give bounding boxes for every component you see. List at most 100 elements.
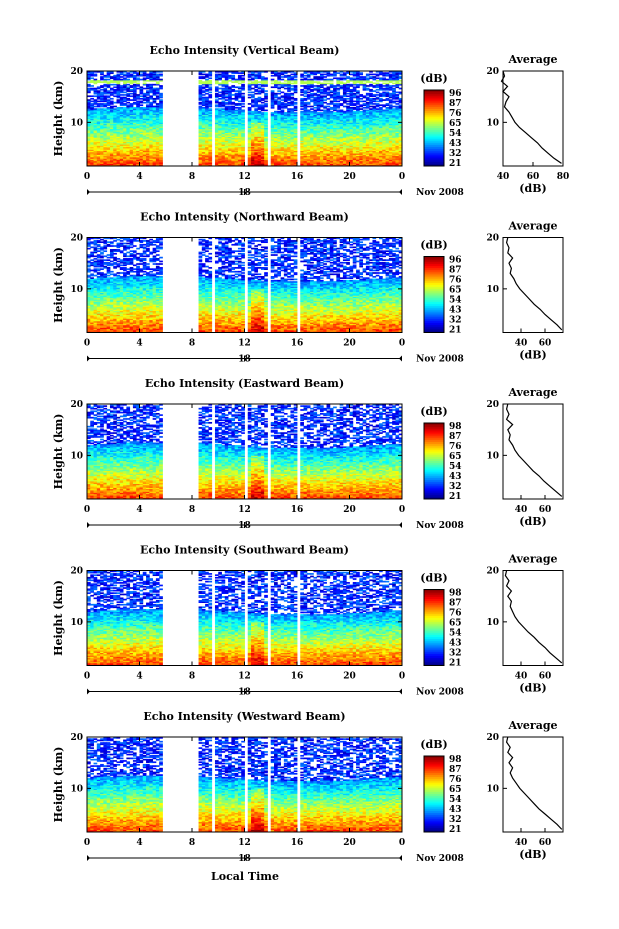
day-axis-arrow	[87, 189, 90, 195]
x-tick-label: 0	[399, 172, 405, 182]
y-axis-label: Height (km)	[52, 747, 65, 823]
panel-title: Echo Intensity (Northward Beam)	[140, 211, 349, 224]
y-tick-label: 20	[70, 67, 83, 77]
average-panel: Average 40 60 10 20 (dB)	[486, 386, 564, 528]
colorbar-tick-label: 87	[449, 266, 462, 276]
average-profile-line	[505, 403, 563, 497]
x-axis-label: Local Time	[211, 870, 279, 883]
average-x-tick-label: 40	[515, 339, 528, 349]
x-tick-label: 0	[399, 838, 405, 848]
average-y-tick-label: 10	[486, 118, 499, 128]
average-x-label: (dB)	[519, 848, 546, 861]
average-frame	[502, 736, 564, 833]
heatmap-cells	[87, 570, 403, 666]
panel-title: Echo Intensity (Eastward Beam)	[145, 377, 344, 390]
y-tick-label: 10	[70, 618, 83, 628]
average-y-tick-label: 10	[486, 451, 499, 461]
average-y-tick-label: 20	[486, 400, 499, 410]
average-title: Average	[507, 220, 557, 233]
colorbar-frame	[423, 755, 445, 833]
colorbar-tick-label: 21	[449, 825, 462, 835]
x-tick-label: 0	[84, 505, 90, 515]
colorbar-tick-label: 65	[449, 286, 462, 296]
average-profile-line	[505, 736, 563, 830]
x-tick-label: 20	[343, 672, 356, 682]
colorbar-tick-label: 98	[449, 422, 462, 432]
day-axis-arrow	[87, 688, 90, 695]
day-axis-arrow	[87, 355, 90, 362]
average-frame	[502, 70, 564, 167]
x-tick-label: 16	[291, 505, 304, 515]
x-tick-label: 8	[189, 838, 195, 848]
day-marker-label: 18	[238, 521, 251, 531]
average-frame	[502, 570, 564, 666]
colorbar-tick-label: 65	[449, 619, 462, 629]
colorbar-tick-label: 21	[449, 326, 462, 336]
x-tick-label: 16	[291, 672, 304, 682]
x-tick-label: 4	[136, 339, 142, 349]
x-tick-label: 0	[84, 339, 90, 349]
heatmap-cells	[87, 71, 403, 167]
colorbar-frame	[423, 89, 445, 167]
colorbar-tick-label: 76	[449, 609, 462, 619]
average-y-tick-label: 20	[486, 567, 499, 577]
colorbar-tick-label: 32	[449, 149, 462, 159]
colorbar-tick-label: 43	[449, 306, 462, 316]
average-x-label: (dB)	[519, 515, 546, 528]
average-x-label: (dB)	[519, 182, 546, 195]
x-tick-label: 8	[189, 339, 195, 349]
x-tick-label: 4	[136, 505, 142, 515]
y-tick-label: 10	[70, 451, 83, 461]
average-y-tick-label: 10	[486, 618, 499, 628]
beam-panel-2: Echo Intensity (Eastward Beam) 0 4 8 12 16 20 0…	[52, 377, 564, 531]
colorbar-tick-label: 21	[449, 492, 462, 502]
day-marker-label: 18	[238, 688, 251, 698]
x-tick-label: 12	[238, 172, 251, 182]
average-x-tick-label: 60	[539, 672, 552, 682]
average-title: Average	[507, 719, 557, 732]
colorbar-tick-label: 32	[449, 815, 462, 825]
y-tick-label: 10	[70, 118, 83, 128]
average-frame	[502, 403, 564, 500]
x-tick-label: 12	[238, 505, 251, 515]
average-x-label: (dB)	[519, 682, 546, 695]
average-y-tick-label: 20	[486, 733, 499, 743]
average-x-tick-label: 60	[539, 339, 552, 349]
x-tick-label: 0	[399, 339, 405, 349]
x-tick-label: 12	[238, 672, 251, 682]
colorbar-tick-label: 87	[449, 432, 462, 442]
average-title: Average	[507, 386, 557, 399]
x-tick-label: 20	[343, 505, 356, 515]
x-tick-label: 4	[136, 838, 142, 848]
date-label: Nov 2008	[416, 188, 464, 198]
colorbar-tick-label: 43	[449, 472, 462, 482]
average-x-label: (dB)	[519, 349, 546, 362]
heatmap-cells	[87, 737, 403, 833]
x-tick-label: 8	[189, 172, 195, 182]
average-y-tick-label: 20	[486, 67, 499, 77]
average-panel: Average 40 60 10 20 (dB)	[486, 553, 564, 695]
x-tick-label: 20	[343, 838, 356, 848]
panel-title: Echo Intensity (Vertical Beam)	[149, 44, 339, 57]
colorbar-tick-label: 65	[449, 785, 462, 795]
average-title: Average	[507, 553, 557, 566]
y-axis-label: Height (km)	[52, 414, 65, 490]
colorbar-tick-label: 54	[449, 462, 462, 472]
average-x-tick-label: 60	[539, 838, 552, 848]
colorbar-tick-label: 76	[449, 109, 462, 119]
average-profile-line	[504, 570, 563, 664]
colorbar-label: (dB)	[420, 572, 447, 585]
colorbar-tick-label: 96	[449, 89, 462, 99]
colorbar-tick-label: 65	[449, 119, 462, 129]
colorbar-label: (dB)	[420, 72, 447, 85]
panel-title: Echo Intensity (Westward Beam)	[143, 710, 345, 723]
x-tick-label: 0	[399, 505, 405, 515]
colorbar-tick-label: 32	[449, 316, 462, 326]
colorbar-tick-label: 54	[449, 296, 462, 306]
y-tick-label: 20	[70, 400, 83, 410]
colorbar-label: (dB)	[420, 738, 447, 751]
colorbar-tick-label: 32	[449, 649, 462, 659]
x-tick-label: 8	[189, 672, 195, 682]
colorbar-frame	[423, 256, 445, 333]
